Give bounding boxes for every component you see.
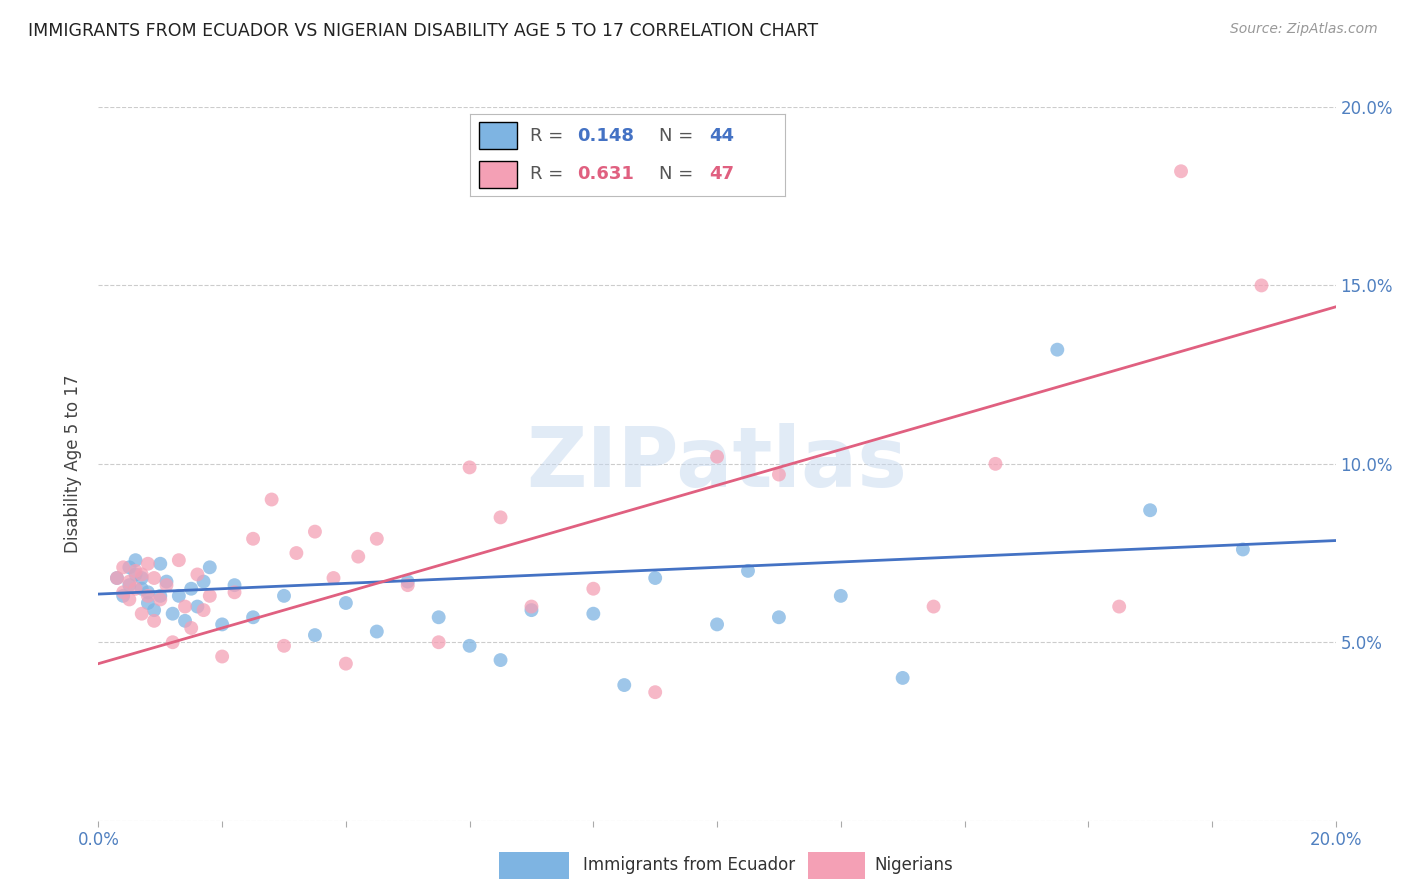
Point (335, 657, 357, 671)
Point (143, 614, 166, 628)
Point (143, 571, 166, 585)
Point (124, 564, 146, 578)
Point (1250, 278, 1272, 293)
Point (136, 589, 159, 603)
Point (124, 567, 146, 582)
Point (458, 460, 481, 475)
Point (242, 532, 264, 546)
Point (1108, 599, 1130, 614)
Point (922, 599, 945, 614)
Point (644, 571, 666, 585)
Point (984, 457, 1007, 471)
Point (118, 578, 141, 592)
Point (211, 617, 233, 632)
Text: IMMIGRANTS FROM ECUADOR VS NIGERIAN DISABILITY AGE 5 TO 17 CORRELATION CHART: IMMIGRANTS FROM ECUADOR VS NIGERIAN DISA… (28, 22, 818, 40)
Point (143, 603, 166, 617)
Point (768, 610, 790, 624)
Point (149, 557, 172, 571)
Point (1232, 542, 1254, 557)
Point (285, 546, 308, 560)
Point (105, 571, 128, 585)
Point (124, 553, 146, 567)
Point (118, 592, 141, 607)
Point (112, 560, 135, 574)
Point (174, 599, 197, 614)
Point (186, 567, 208, 582)
Point (582, 607, 605, 621)
Point (304, 524, 326, 539)
Point (347, 549, 370, 564)
Point (136, 557, 159, 571)
Text: Source: ZipAtlas.com: Source: ZipAtlas.com (1230, 22, 1378, 37)
Point (155, 574, 177, 589)
Point (1046, 343, 1069, 357)
Point (162, 635, 184, 649)
Point (180, 582, 202, 596)
Point (396, 574, 419, 589)
Point (520, 603, 543, 617)
Point (260, 492, 283, 507)
Point (112, 589, 135, 603)
Point (224, 578, 246, 592)
Text: Immigrants from Ecuador: Immigrants from Ecuador (583, 856, 796, 874)
Point (644, 685, 666, 699)
Point (193, 603, 215, 617)
Y-axis label: Disability Age 5 to 17: Disability Age 5 to 17 (65, 375, 83, 553)
Point (136, 585, 159, 599)
Point (520, 599, 543, 614)
Point (830, 589, 852, 603)
Point (167, 553, 190, 567)
Point (1139, 503, 1161, 517)
Point (105, 571, 128, 585)
Point (706, 617, 728, 632)
Point (112, 585, 135, 599)
Point (149, 589, 172, 603)
Point (224, 585, 246, 599)
Point (149, 592, 172, 607)
Point (155, 578, 177, 592)
Point (198, 589, 221, 603)
Point (335, 596, 357, 610)
Point (131, 567, 153, 582)
Point (211, 649, 233, 664)
Point (768, 467, 790, 482)
Point (198, 560, 221, 574)
Point (737, 564, 759, 578)
Point (131, 571, 153, 585)
Point (366, 532, 388, 546)
Point (613, 678, 636, 692)
Point (427, 610, 450, 624)
Text: Nigerians: Nigerians (875, 856, 953, 874)
Point (458, 639, 481, 653)
Point (174, 614, 197, 628)
Point (118, 574, 141, 589)
Point (304, 628, 326, 642)
Point (131, 582, 153, 596)
Point (427, 635, 450, 649)
Point (489, 653, 512, 667)
Text: ZIPatlas: ZIPatlas (527, 424, 907, 504)
Point (706, 450, 728, 464)
Point (124, 582, 146, 596)
Point (162, 607, 184, 621)
Point (322, 571, 344, 585)
Point (273, 639, 295, 653)
Point (242, 610, 264, 624)
Point (396, 578, 419, 592)
Point (167, 589, 190, 603)
Point (366, 624, 388, 639)
Point (489, 510, 512, 524)
Point (136, 596, 159, 610)
Point (582, 582, 605, 596)
Point (193, 574, 215, 589)
Point (186, 599, 208, 614)
Point (1170, 164, 1192, 178)
Point (273, 589, 295, 603)
Point (131, 607, 153, 621)
Point (891, 671, 914, 685)
Point (180, 621, 202, 635)
Point (118, 560, 141, 574)
